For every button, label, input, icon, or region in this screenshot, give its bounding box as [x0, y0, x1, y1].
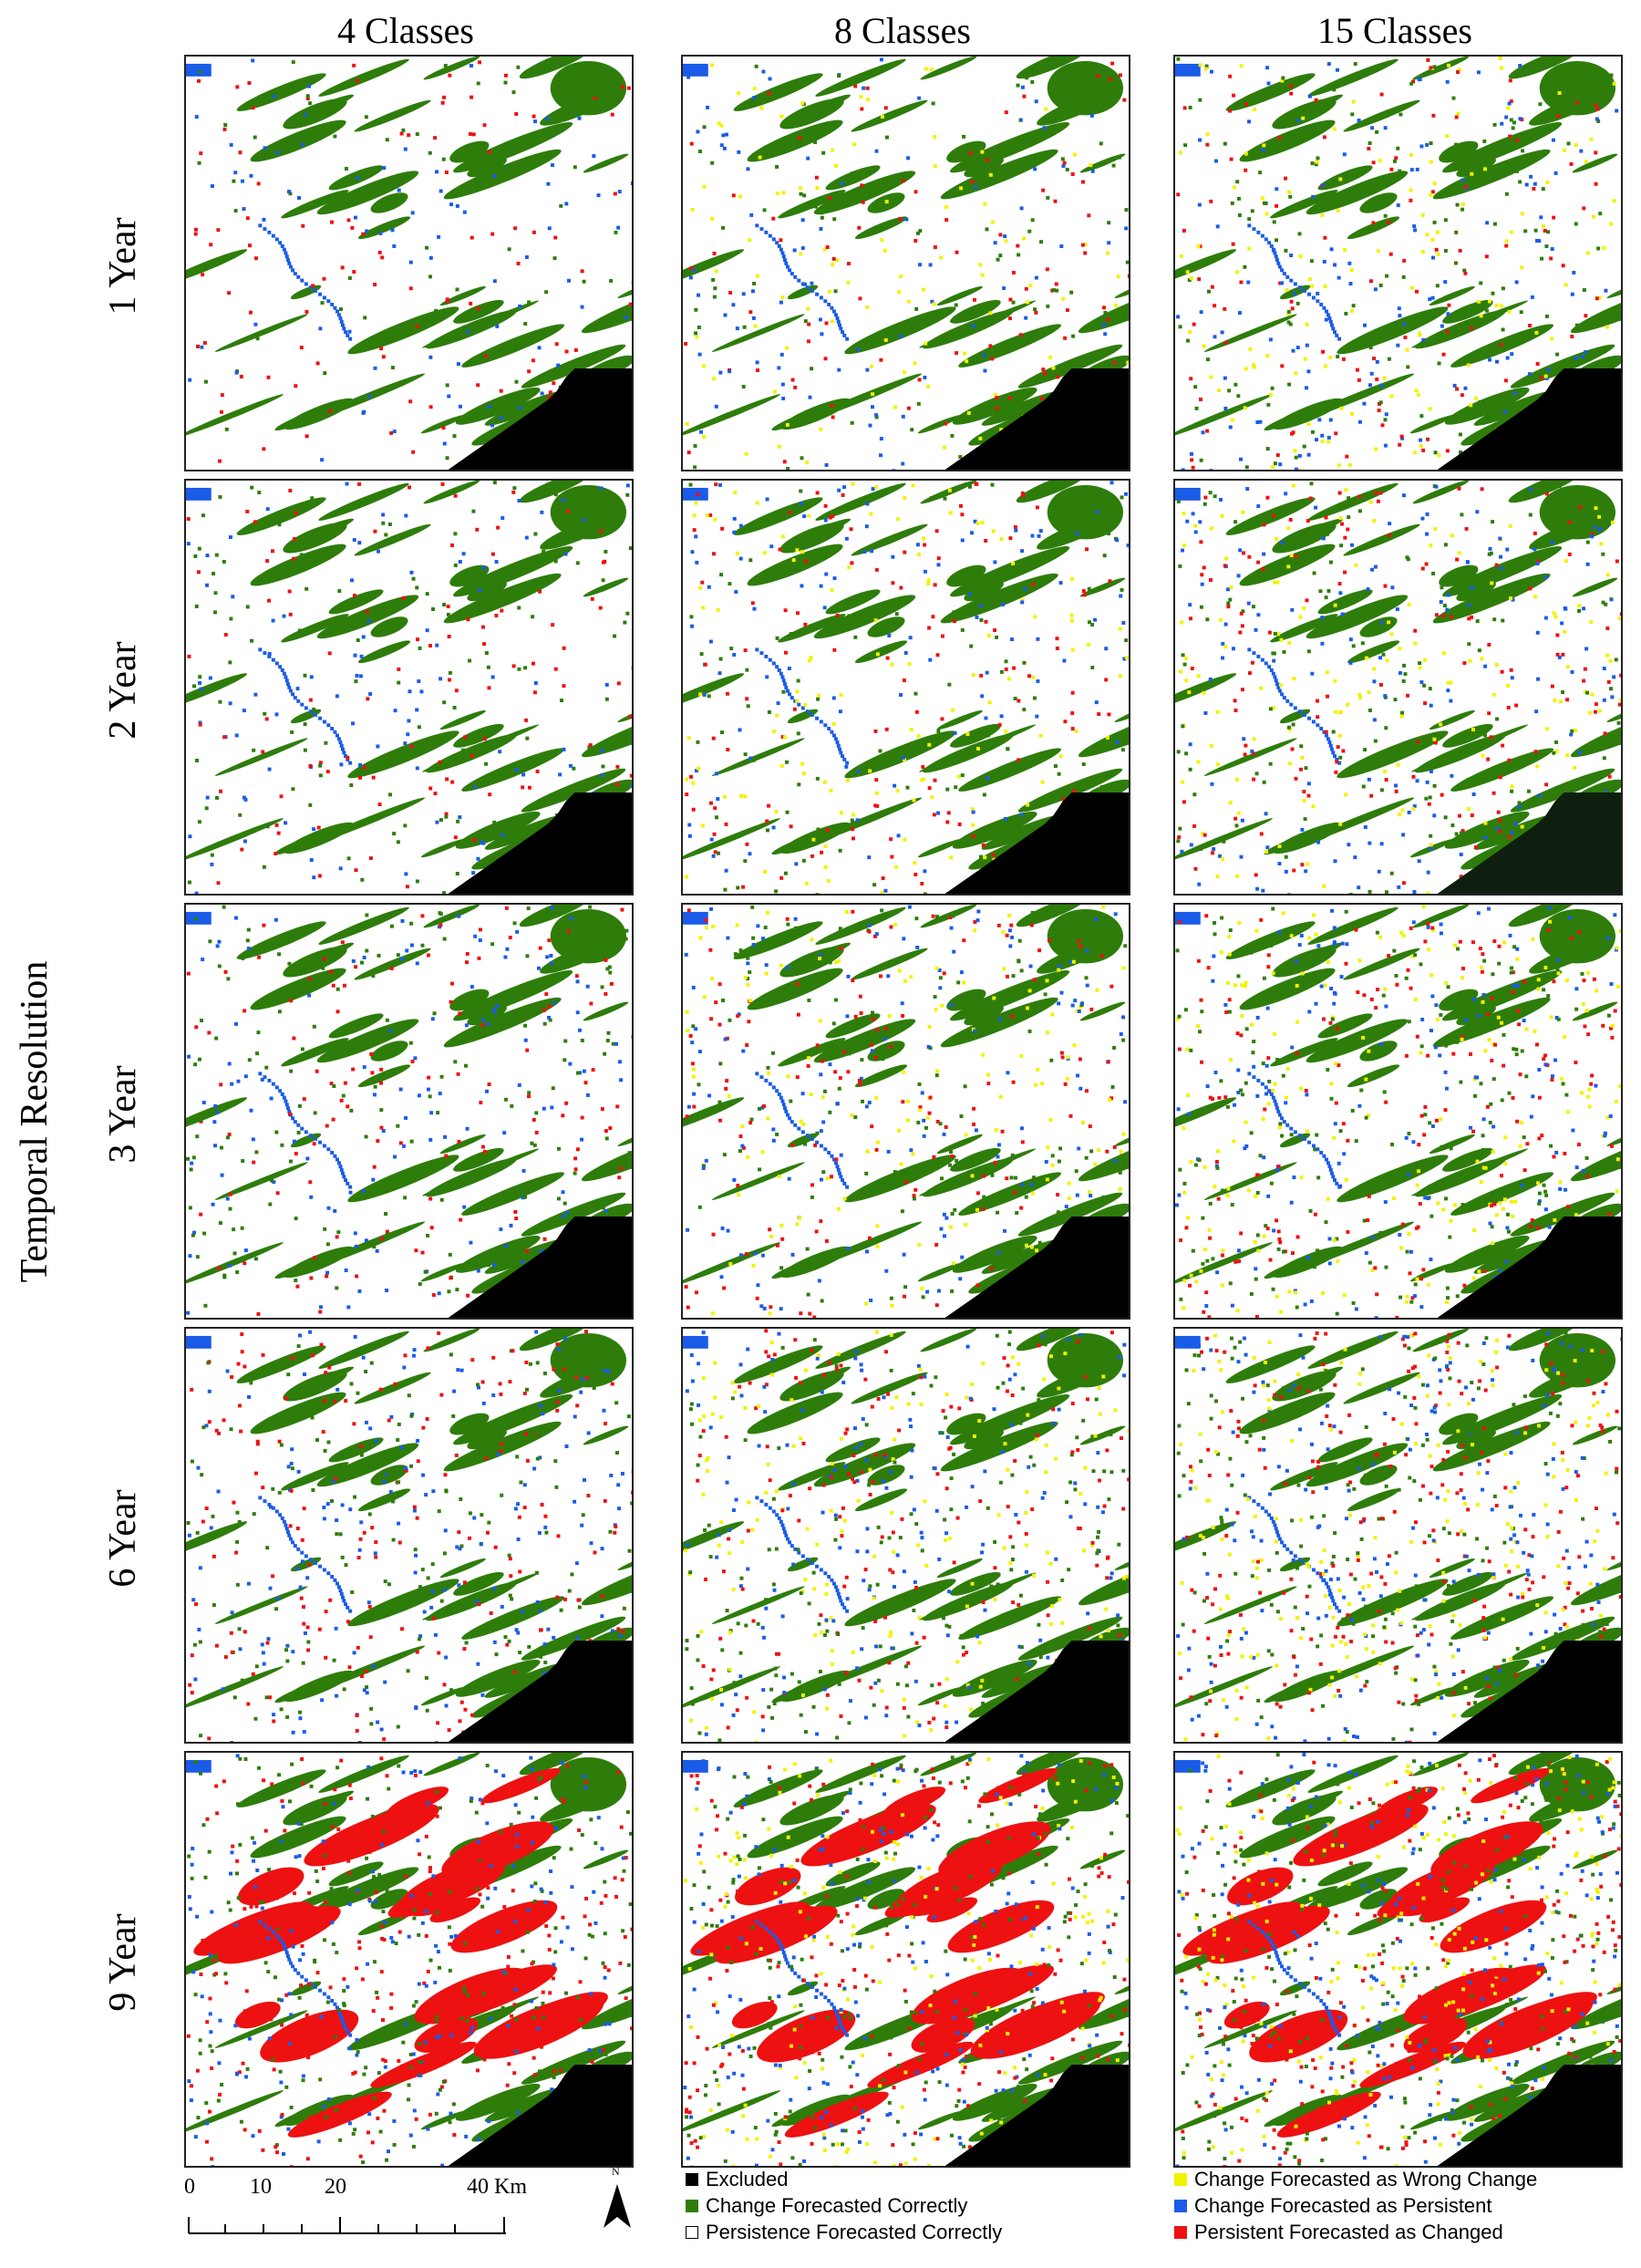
legend-wrong-change-label: Change Forecasted as Wrong Change	[1194, 2168, 1538, 2190]
legend-as-changed: Persistent Forecasted as Changed	[1174, 2221, 1503, 2244]
north-label: N	[612, 2165, 620, 2178]
map-panel-9-year-4-classes	[184, 1751, 634, 2168]
column-title-15-classes: 15 Classes	[1317, 10, 1472, 51]
map-raster	[186, 57, 632, 470]
map-raster	[1175, 57, 1621, 470]
north-arrow-icon	[604, 2184, 631, 2228]
row-label-1-year: 1 Year	[102, 217, 144, 316]
swatch-change-correct	[686, 2200, 698, 2212]
map-raster	[186, 481, 632, 894]
row-label-6-year: 6 Year	[102, 1489, 144, 1588]
legend-wrong-change: Change Forecasted as Wrong Change	[1174, 2168, 1537, 2191]
legend-change-correct-label: Change Forecasted Correctly	[706, 2194, 968, 2217]
scale-tick-40: 40 Km	[467, 2175, 527, 2199]
column-title-4-classes: 4 Classes	[337, 10, 474, 51]
map-raster	[186, 1753, 632, 2166]
map-panel-3-year-15-classes	[1173, 903, 1623, 1320]
legend-excluded-label: Excluded	[706, 2168, 789, 2190]
map-raster	[683, 481, 1129, 894]
legend-as-persistent-label: Change Forecasted as Persistent	[1194, 2194, 1492, 2217]
map-panel-2-year-15-classes	[1173, 479, 1623, 896]
map-panel-9-year-8-classes	[681, 1751, 1130, 2168]
row-label-3-year: 3 Year	[102, 1065, 144, 1164]
legend-excluded: Excluded	[686, 2168, 789, 2191]
swatch-persistence-correct	[686, 2226, 698, 2239]
swatch-excluded	[686, 2173, 698, 2186]
map-panel-3-year-8-classes	[681, 903, 1130, 1320]
row-label-2-year: 2 Year	[102, 641, 144, 740]
scale-tick-10: 10	[250, 2175, 272, 2199]
swatch-as-persistent	[1174, 2200, 1187, 2212]
column-title-8-classes: 8 Classes	[834, 10, 971, 51]
map-raster	[186, 905, 632, 1318]
scale-tick-20: 20	[325, 2175, 346, 2199]
legend-as-changed-label: Persistent Forecasted as Changed	[1194, 2221, 1503, 2243]
legend-persistence-correct-label: Persistence Forecasted Correctly	[706, 2221, 1003, 2243]
map-panel-6-year-15-classes	[1173, 1327, 1623, 1744]
map-panel-9-year-15-classes	[1173, 1751, 1623, 2168]
map-raster	[683, 1329, 1129, 1742]
map-raster	[1175, 1753, 1621, 2166]
map-raster	[683, 905, 1129, 1318]
map-panel-2-year-8-classes	[681, 479, 1130, 896]
swatch-as-changed	[1174, 2226, 1187, 2239]
map-raster	[1175, 905, 1621, 1318]
row-label-9-year: 9 Year	[102, 1913, 144, 2012]
map-panel-1-year-8-classes	[681, 55, 1130, 471]
legend-change-correct: Change Forecasted Correctly	[686, 2194, 967, 2218]
scale-bar-line	[188, 2217, 506, 2234]
map-raster	[683, 1753, 1129, 2166]
map-raster	[1175, 1329, 1621, 1742]
map-panel-1-year-4-classes	[184, 55, 634, 471]
map-raster	[186, 1329, 632, 1742]
map-raster	[683, 57, 1129, 470]
legend-as-persistent: Change Forecasted as Persistent	[1174, 2194, 1492, 2218]
map-panel-2-year-4-classes	[184, 479, 634, 896]
map-raster	[1175, 481, 1621, 894]
scale-tick-0: 0	[184, 2175, 195, 2199]
map-panel-3-year-4-classes	[184, 903, 634, 1320]
map-panel-1-year-15-classes	[1173, 55, 1623, 471]
map-panel-6-year-8-classes	[681, 1327, 1130, 1744]
swatch-wrong-change	[1174, 2173, 1187, 2186]
legend-persistence-correct: Persistence Forecasted Correctly	[686, 2221, 1002, 2244]
y-axis-title: Temporal Resolution	[14, 960, 56, 1283]
map-panel-6-year-4-classes	[184, 1327, 634, 1744]
